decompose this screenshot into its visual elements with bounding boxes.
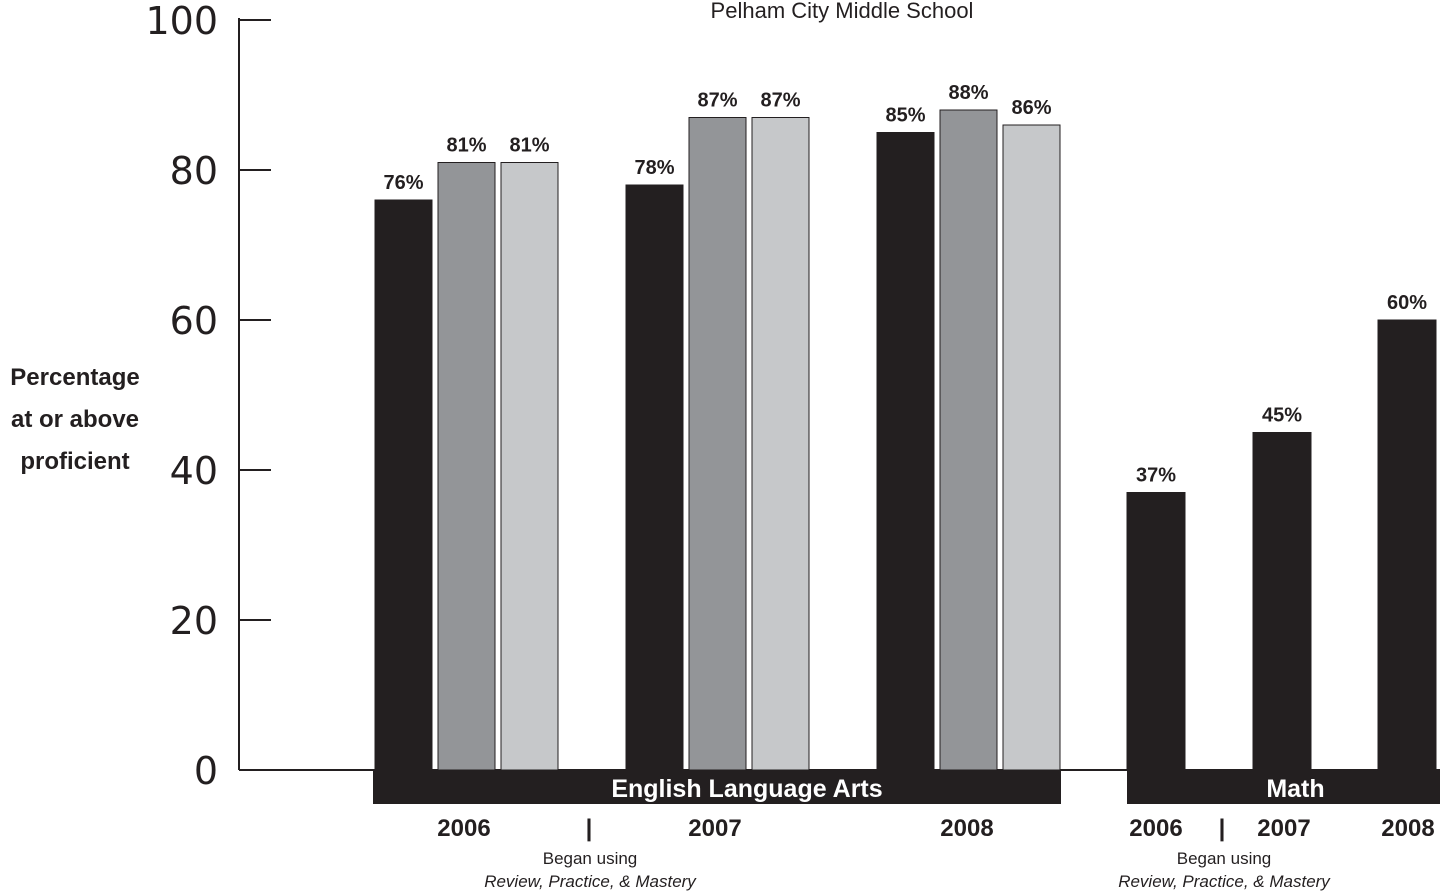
annotation-line2-2: Review, Practice, & Mastery bbox=[1118, 872, 1331, 891]
y-tick-label-100: 100 bbox=[145, 0, 218, 43]
subject-label-english-language-arts: English Language Arts bbox=[611, 775, 882, 803]
bar-math-2006-1 bbox=[1126, 492, 1186, 771]
y-axis-label-line-3: proficient bbox=[20, 448, 130, 475]
data-label-math-2006-1: 37% bbox=[1136, 465, 1176, 487]
data-label-english-language-arts-2008-1: 85% bbox=[885, 105, 925, 127]
data-label-english-language-arts-2006-2: 81% bbox=[446, 135, 486, 157]
chart-title: Pelham City Middle School bbox=[711, 0, 974, 23]
bar-english-language-arts-2007-2 bbox=[688, 117, 747, 771]
annotation-line2-1: Review, Practice, & Mastery bbox=[484, 872, 697, 891]
bar-english-language-arts-2008-1 bbox=[876, 132, 935, 771]
bar-english-language-arts-2007-1 bbox=[625, 184, 684, 771]
began-using-divider-1: | bbox=[586, 815, 593, 842]
year-label-math-2006: 2006 bbox=[1129, 815, 1182, 842]
began-using-divider-2: | bbox=[1219, 815, 1226, 842]
bar-english-language-arts-2006-3 bbox=[500, 162, 559, 771]
y-axis-label: Percentage at or above proficient bbox=[0, 357, 150, 483]
bar-english-language-arts-2007-3 bbox=[751, 117, 810, 771]
y-tick-label-20: 20 bbox=[170, 599, 218, 643]
data-label-english-language-arts-2008-2: 88% bbox=[948, 82, 988, 104]
year-label-english-language-arts-2008: 2008 bbox=[940, 815, 993, 842]
bar-math-2007-1 bbox=[1252, 432, 1312, 771]
annotation-line1-1: Began using bbox=[543, 849, 638, 868]
year-label-english-language-arts-2007: 2007 bbox=[688, 815, 741, 842]
subject-label-math: Math bbox=[1266, 775, 1324, 803]
data-label-english-language-arts-2008-3: 86% bbox=[1011, 97, 1051, 119]
year-label-math-2007: 2007 bbox=[1257, 815, 1310, 842]
data-label-math-2008-1: 60% bbox=[1387, 292, 1427, 314]
bar-math-2008-1 bbox=[1377, 319, 1437, 771]
data-label-english-language-arts-2006-1: 76% bbox=[383, 172, 423, 194]
y-axis-label-line-1: Percentage bbox=[10, 364, 140, 391]
data-label-english-language-arts-2007-2: 87% bbox=[697, 90, 737, 112]
bar-english-language-arts-2008-2 bbox=[939, 109, 998, 771]
y-tick-label-80: 80 bbox=[170, 149, 218, 193]
y-tick-label-60: 60 bbox=[170, 299, 218, 343]
data-label-english-language-arts-2007-1: 78% bbox=[634, 157, 674, 179]
subject-band-english-language-arts bbox=[373, 770, 1061, 804]
annotation-line1-2: Began using bbox=[1177, 849, 1272, 868]
year-label-math-2008: 2008 bbox=[1381, 815, 1434, 842]
data-label-english-language-arts-2006-3: 81% bbox=[509, 135, 549, 157]
bar-english-language-arts-2006-1 bbox=[374, 199, 433, 771]
y-tick-label-0: 0 bbox=[194, 749, 218, 793]
y-tick-label-40: 40 bbox=[170, 449, 218, 493]
y-axis-label-line-2: at or above bbox=[10, 406, 140, 433]
data-label-math-2007-1: 45% bbox=[1262, 405, 1302, 427]
bar-english-language-arts-2008-3 bbox=[1002, 124, 1061, 771]
subject-band-math bbox=[1127, 770, 1440, 804]
year-label-english-language-arts-2006: 2006 bbox=[437, 815, 490, 842]
bar-english-language-arts-2006-2 bbox=[437, 162, 496, 771]
data-label-english-language-arts-2007-3: 87% bbox=[760, 90, 800, 112]
